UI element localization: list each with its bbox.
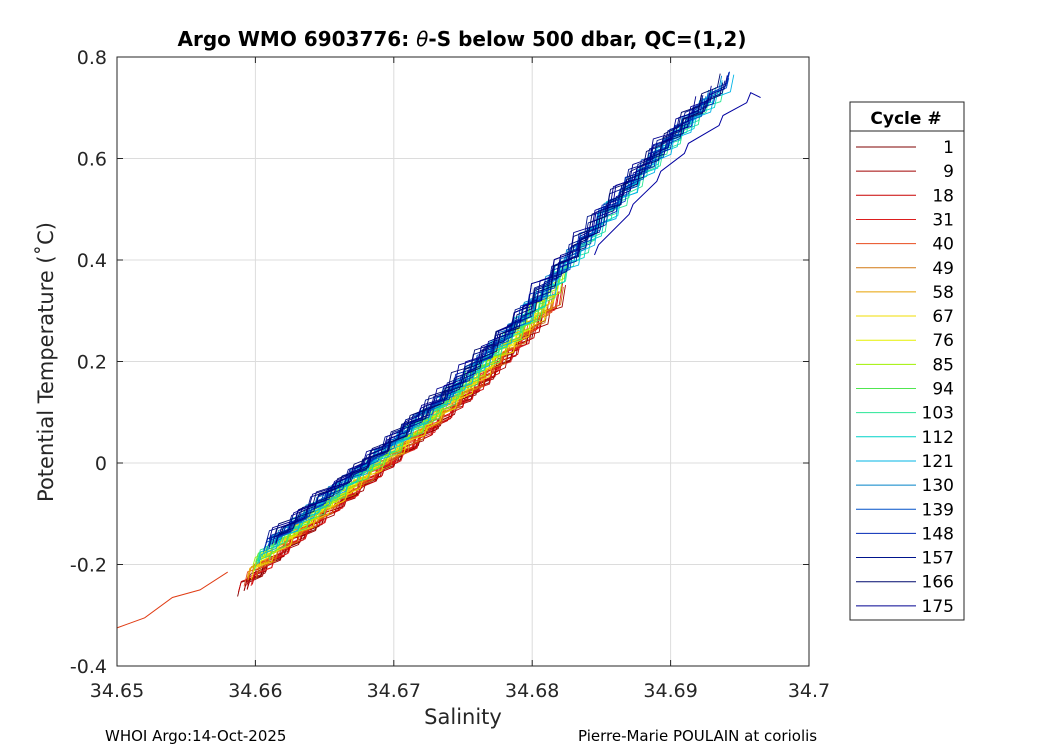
series-line-cycle-157 bbox=[268, 80, 726, 549]
legend-label: 18 bbox=[932, 186, 954, 206]
y-tick-label: -0.2 bbox=[70, 555, 107, 577]
series-line-cycle-31 bbox=[250, 326, 533, 587]
series-line-cycle-67 bbox=[250, 306, 548, 580]
x-tick-label: 34.7 bbox=[788, 680, 830, 702]
y-tick-label: -0.4 bbox=[70, 656, 107, 678]
legend: Cycle # 1 9 18 31 40 49 58 67 76 85 94 103 112 121 130… bbox=[849, 101, 965, 621]
series-line-cycle-148 bbox=[275, 92, 717, 545]
series-line-cycle-175 bbox=[268, 96, 697, 540]
legend-label: 166 bbox=[922, 573, 954, 593]
legend-label: 103 bbox=[922, 404, 954, 424]
y-tick-label: 0.4 bbox=[77, 250, 107, 272]
x-tick-label: 34.65 bbox=[90, 680, 144, 702]
legend-entries: 1 9 18 31 40 49 58 67 76 85 94 103 112 121 130 139 148 15… bbox=[856, 138, 954, 617]
x-tick-label: 34.68 bbox=[505, 680, 559, 702]
legend-title: Cycle # bbox=[870, 109, 941, 129]
y-tick-label: 0.2 bbox=[77, 352, 107, 374]
legend-label: 9 bbox=[943, 162, 954, 182]
legend-label: 130 bbox=[922, 476, 954, 496]
legend-label: 31 bbox=[932, 210, 954, 230]
legend-label: 1 bbox=[943, 138, 954, 158]
legend-label: 112 bbox=[922, 428, 954, 448]
chart-title-prefix: Argo WMO 6903776: bbox=[178, 27, 417, 51]
legend-label: 76 bbox=[932, 331, 954, 351]
series-line-cycle-175 bbox=[271, 75, 728, 545]
series-line-cycle-85 bbox=[253, 273, 564, 572]
legend-label: 148 bbox=[922, 524, 954, 544]
legend-label: 40 bbox=[932, 235, 954, 255]
grid-lines bbox=[117, 57, 809, 666]
x-axis-label: Salinity bbox=[424, 705, 502, 729]
x-tick-label: 34.66 bbox=[228, 680, 282, 702]
legend-label: 58 bbox=[932, 283, 954, 303]
legend-label: 94 bbox=[932, 380, 954, 400]
chart-title-suffix: -S below 500 dbar, QC=(1,2) bbox=[428, 27, 746, 51]
plot-area bbox=[116, 56, 810, 667]
series-cycle-1-extension bbox=[116, 571, 228, 629]
footer-right: Pierre-Marie POULAIN at coriolis bbox=[578, 727, 817, 745]
data-series bbox=[116, 71, 761, 629]
series-cycle-175-tail bbox=[594, 92, 761, 256]
legend-label: 49 bbox=[932, 259, 954, 279]
footer-left: WHOI Argo:14-Oct-2025 bbox=[105, 727, 286, 745]
legend-label: 85 bbox=[932, 355, 954, 375]
legend-label: 157 bbox=[922, 549, 954, 569]
chart-title-theta: θ bbox=[416, 27, 428, 51]
legend-label: 175 bbox=[922, 597, 954, 617]
y-tick-label: 0.6 bbox=[77, 149, 107, 171]
axis-ticks: 34.65 34.66 34.67 34.68 34.69 34.7 -0.4 -0.2 0 0.… bbox=[70, 47, 830, 702]
legend-label: 121 bbox=[922, 452, 954, 472]
chart-title: Argo WMO 6903776: θ-S below 500 dbar, QC… bbox=[178, 27, 747, 51]
x-tick-label: 34.69 bbox=[643, 680, 697, 702]
series-line-cycle-40 bbox=[243, 295, 556, 587]
y-tick-label: 0 bbox=[95, 453, 107, 475]
legend-label: 139 bbox=[922, 500, 954, 520]
x-tick-label: 34.67 bbox=[367, 680, 421, 702]
legend-label: 67 bbox=[932, 307, 954, 327]
y-tick-label: 0.8 bbox=[77, 47, 107, 69]
y-axis-label: Potential Temperature (˚C) bbox=[34, 222, 58, 502]
